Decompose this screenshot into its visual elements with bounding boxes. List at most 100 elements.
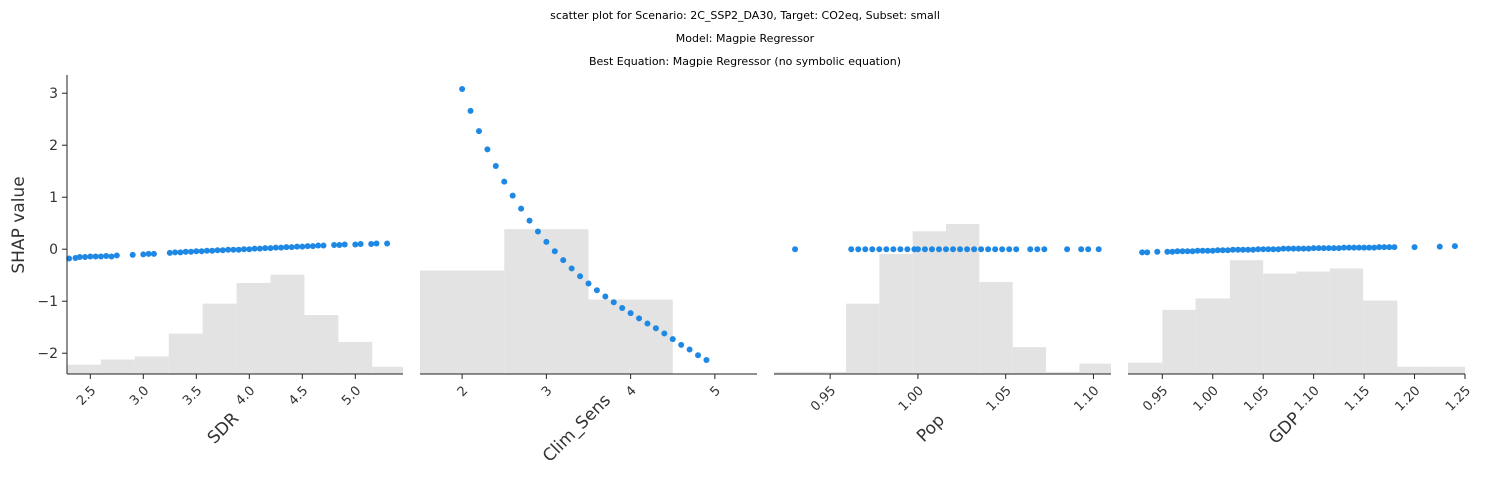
data-point [619, 304, 626, 311]
data-point [1174, 248, 1181, 255]
data-point [1300, 245, 1307, 252]
histogram-bar [168, 333, 203, 374]
histogram-bar [1229, 260, 1264, 374]
histogram-bar [1012, 347, 1047, 374]
data-point [177, 249, 184, 256]
shared-y-axis-label: SHAP value [9, 176, 29, 273]
histogram-bar [774, 371, 813, 374]
x-tick-label: 5.0 [339, 383, 364, 408]
data-point [957, 246, 964, 253]
x-axis-label: Pop [913, 410, 949, 446]
data-point [145, 250, 152, 257]
data-point [1295, 245, 1302, 252]
x-tick-label: 0.95 [1140, 383, 1171, 414]
chart-title-line-1: scatter plot for Scenario: 2C_SSP2_DA30,… [550, 9, 940, 22]
data-point [1184, 248, 1191, 255]
histogram-bar [504, 229, 589, 374]
histogram-bar [912, 231, 947, 374]
data-point [66, 255, 73, 262]
x-axis-label: GDP [1265, 408, 1305, 448]
histogram-bar [1329, 268, 1364, 374]
panel-clim_sens: 2 3 4 5 Clim_Sens [420, 86, 757, 466]
data-point [950, 246, 957, 253]
scatter-points [459, 86, 710, 363]
y-tick-label: 3 [49, 86, 58, 102]
x-tick-label: 1.00 [1191, 383, 1222, 414]
x-tick-label: 3.5 [180, 383, 205, 408]
data-point [792, 246, 799, 253]
data-point [1361, 244, 1368, 251]
data-point [1340, 244, 1347, 251]
data-point [543, 238, 550, 245]
data-point [695, 352, 702, 359]
data-point [703, 356, 710, 363]
data-point [678, 341, 685, 348]
x-tick-label: 4.0 [233, 383, 258, 408]
histogram [420, 229, 673, 374]
data-point [883, 246, 890, 253]
histogram-bar [845, 303, 880, 374]
data-point [315, 242, 322, 249]
data-point [331, 242, 338, 249]
histogram-bar [1397, 366, 1431, 374]
data-point [341, 241, 348, 248]
data-point [669, 336, 676, 343]
data-point [1310, 245, 1317, 252]
data-point [593, 287, 600, 294]
histogram-bar [812, 371, 846, 374]
data-point [1305, 245, 1312, 252]
data-point [1199, 247, 1206, 254]
data-point [1214, 247, 1221, 254]
data-point [1275, 246, 1282, 253]
scatter-points [1139, 243, 1458, 256]
histogram-bar [1162, 309, 1196, 374]
data-point [999, 246, 1006, 253]
data-point [914, 246, 921, 253]
histogram-bar [372, 366, 403, 374]
data-point [1335, 245, 1342, 252]
data-point [1240, 246, 1247, 253]
data-point [214, 247, 221, 254]
data-point [1245, 246, 1252, 253]
histogram-bar [67, 364, 101, 374]
data-point [373, 240, 380, 247]
data-point [246, 246, 253, 253]
data-point [1234, 246, 1241, 253]
data-point [560, 257, 567, 264]
histogram-bar [1128, 362, 1163, 374]
data-point [876, 246, 883, 253]
histogram-bar [1195, 298, 1230, 374]
histogram [774, 224, 1111, 374]
data-point [518, 205, 525, 212]
x-tick-label: 1.05 [984, 383, 1015, 414]
data-point [256, 245, 263, 252]
x-axis-label: SDR [204, 409, 244, 449]
data-point [1144, 249, 1151, 256]
data-point [1290, 245, 1297, 252]
histogram-bar [1079, 363, 1111, 374]
data-point [890, 246, 897, 253]
data-point [862, 246, 869, 253]
x-tick-label: 3.0 [127, 383, 152, 408]
x-tick-label: 1.00 [896, 383, 927, 414]
data-point [309, 243, 316, 250]
data-point [610, 299, 617, 306]
data-point [1179, 248, 1186, 255]
y-tick-label: −1 [37, 294, 58, 310]
data-point [294, 243, 301, 250]
data-point [1078, 246, 1085, 253]
data-point [1034, 246, 1041, 253]
data-point [1260, 246, 1267, 253]
data-point [1265, 246, 1272, 253]
scatter-points [66, 240, 391, 262]
data-point [368, 241, 375, 247]
data-point [288, 244, 295, 251]
panel-sdr: 2.5 3.0 3.5 4.0 4.5 5.0 SDR −2 −1 0 1 2 3 [37, 75, 403, 448]
data-point [198, 248, 205, 255]
data-point [1027, 246, 1034, 253]
histogram-bar [1046, 371, 1080, 374]
data-point [1041, 246, 1048, 253]
x-tick-label: 4.5 [286, 383, 311, 408]
data-point [1169, 248, 1176, 255]
data-point [352, 241, 359, 248]
